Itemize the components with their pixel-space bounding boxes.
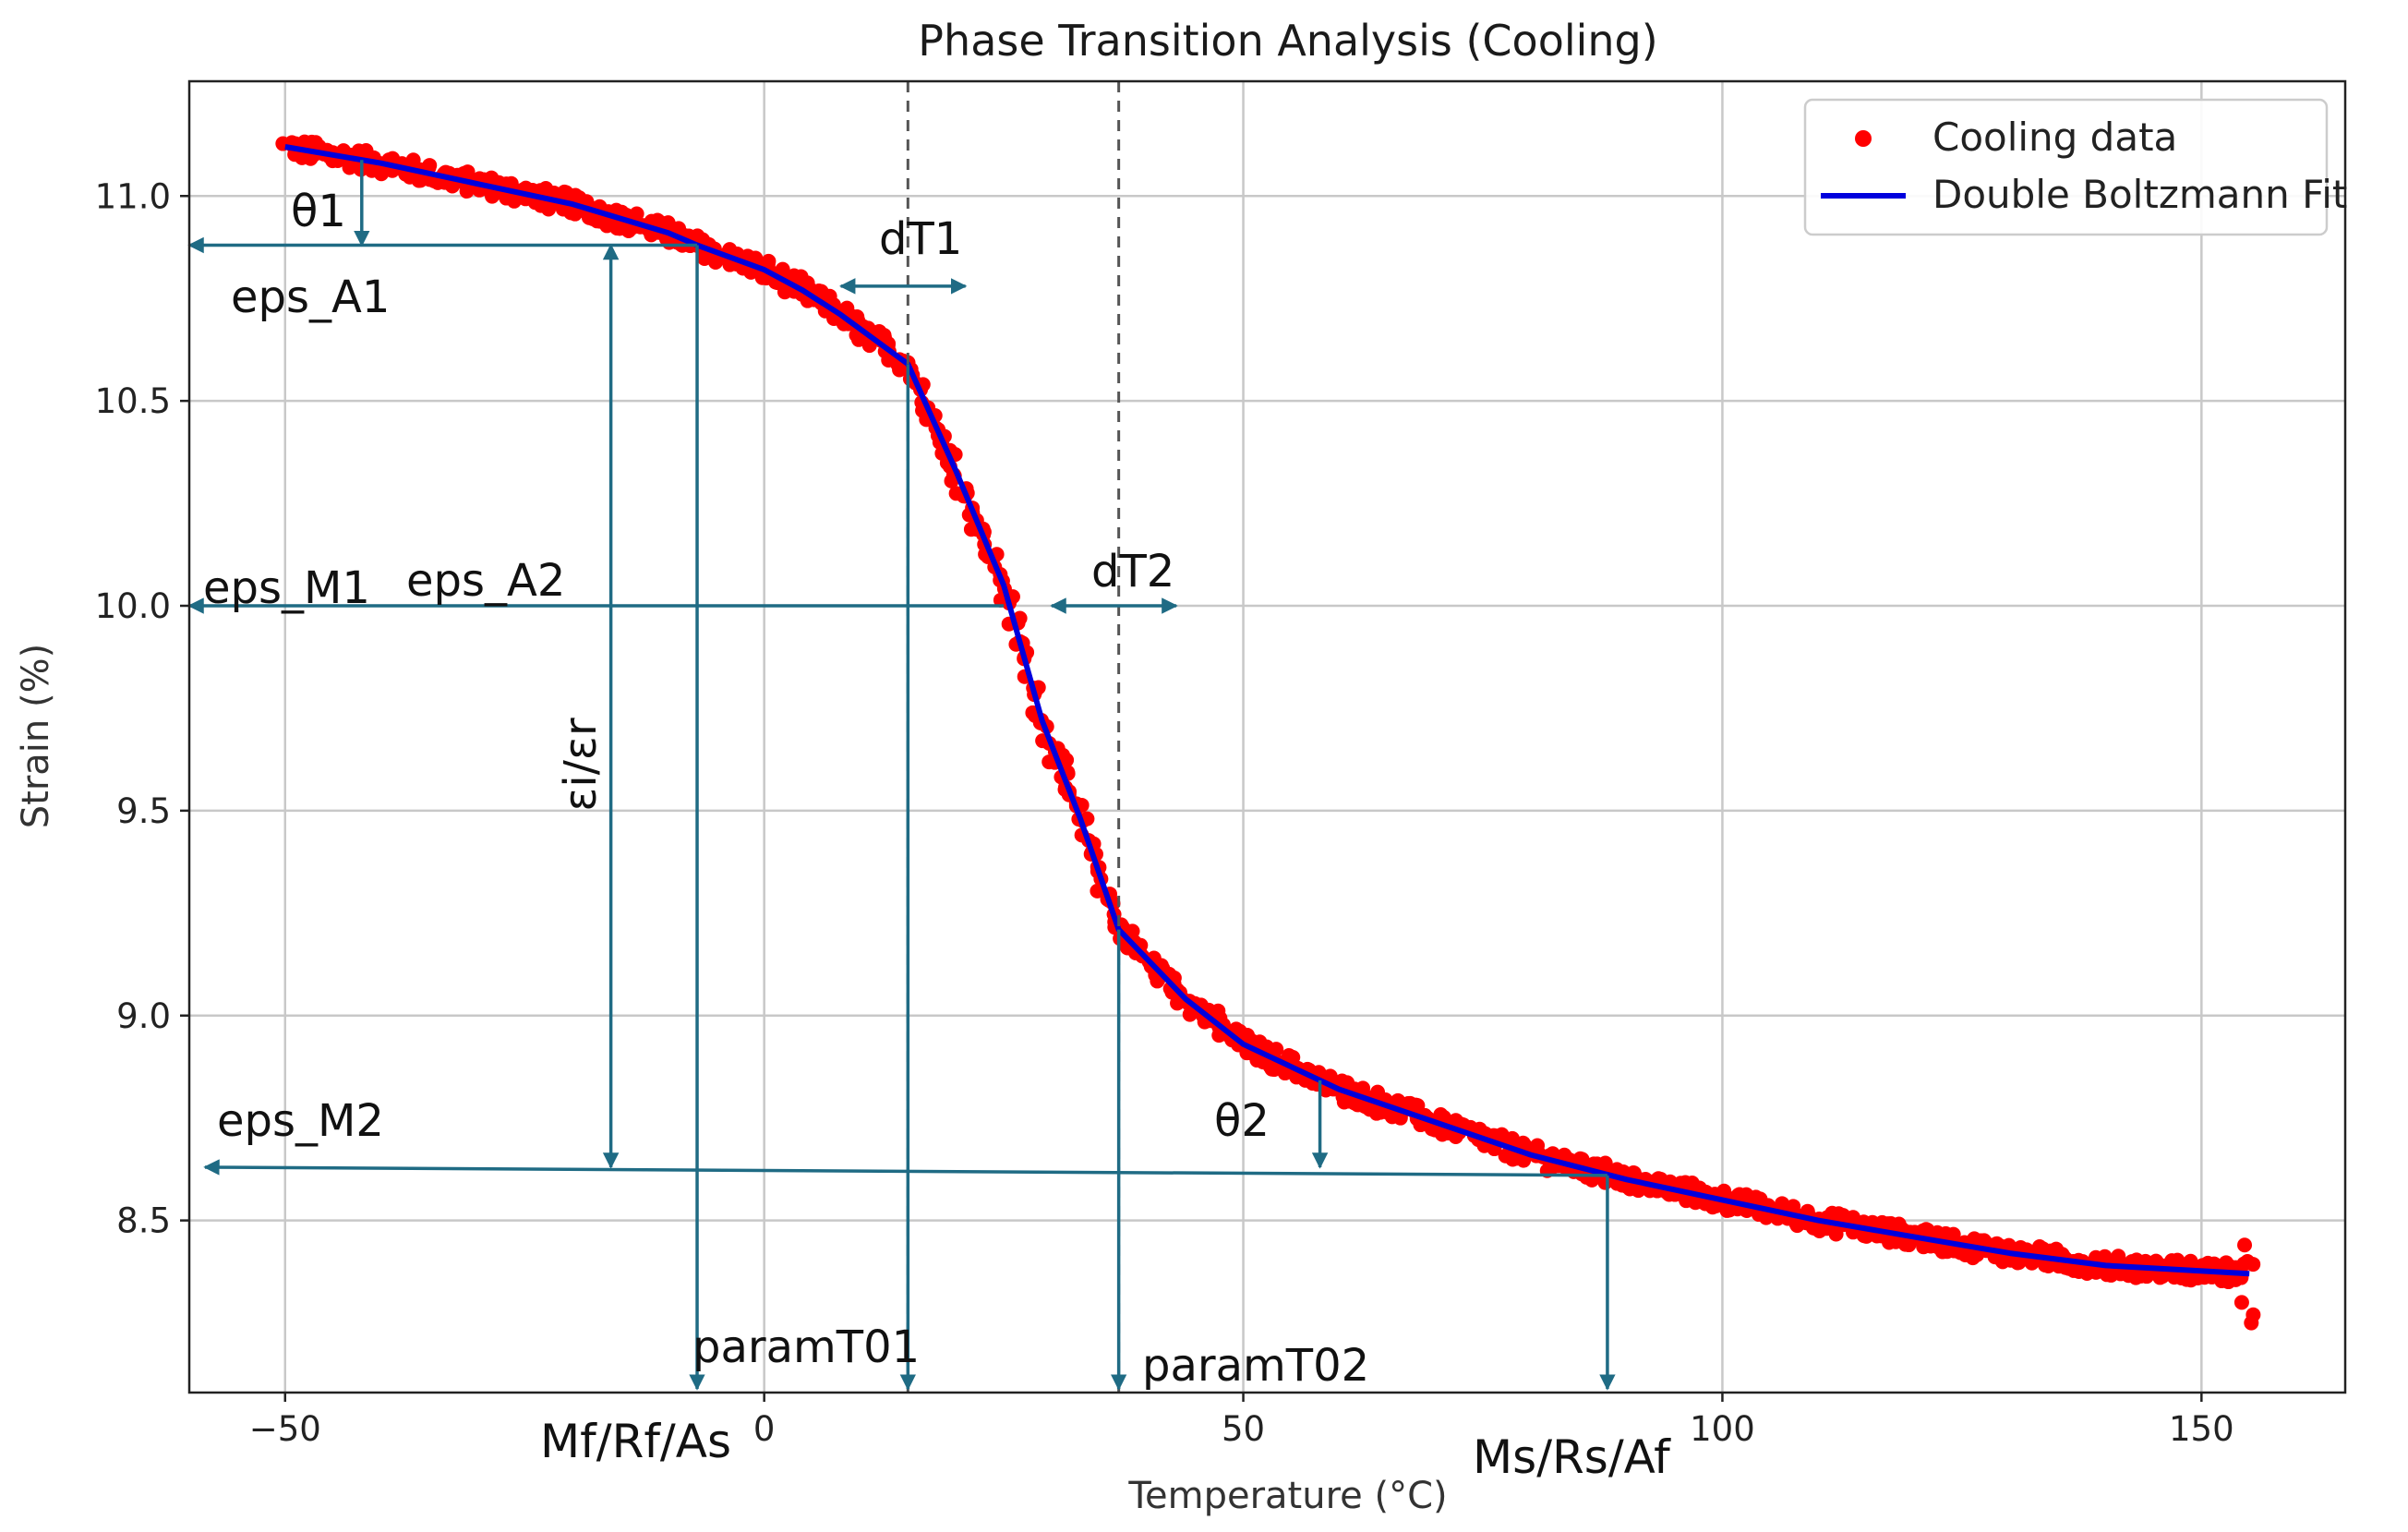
dt1-label: dT1 [879,213,962,265]
chart-title: Phase Transition Analysis (Cooling) [918,16,1657,66]
data-point [1150,973,1165,989]
data-point [422,158,438,174]
eps-m2-label: eps_M2 [217,1095,384,1147]
eps-a2-label: eps_A2 [406,555,565,607]
param-t01-label: paramT01 [692,1321,920,1373]
data-point [2240,1254,2256,1269]
eps-a1-label: eps_A1 [231,271,390,323]
data-point [1090,883,1105,899]
y-tick-label: 10.5 [95,381,171,421]
data-point [1059,753,1075,768]
plot-background [189,81,2345,1393]
legend-box [1803,98,2329,236]
x-tick-label: 0 [753,1409,776,1449]
dt2-label: dT2 [1091,546,1174,597]
legend-cooling-data: Cooling data [1932,115,2177,160]
data-point [2183,1253,2198,1269]
eps-m2-arrow [203,1159,1607,1177]
x-tick-label: 100 [1690,1409,1755,1449]
y-tick-label: 9.0 [116,996,171,1036]
theta2-label: θ2 [1214,1095,1270,1147]
double-boltzmann-fit-line [284,144,2250,1277]
x-tick-label: −50 [249,1409,321,1449]
y-tick-label: 11.0 [95,176,171,216]
x-tick-label: 150 [2169,1409,2234,1449]
data-point [2237,1237,2253,1253]
data-point [707,255,723,271]
y-axis-label: Strain (%) [15,644,57,828]
data-point [2245,1307,2261,1322]
eps-ratio-label: εi/εr [555,718,607,811]
y-tick-label: 10.0 [95,586,171,626]
data-point [2001,1237,2017,1253]
eps-m1-label: eps_M1 [203,562,370,614]
data-point [1435,1127,1451,1142]
legend-fit-line: Double Boltzmann Fit [1932,172,2347,217]
data-point [2152,1270,2168,1285]
data-point [1945,1226,1961,1242]
data-point [458,165,474,181]
legend-scatter-marker [1855,130,1872,147]
annotation-arrows [187,160,1616,1391]
data-point [1574,1152,1590,1167]
param-t02-label: paramT02 [1142,1340,1369,1392]
plot-frame [187,79,2347,1394]
theta1-label: θ1 [291,186,346,237]
data-point [2171,1254,2186,1270]
legend: Cooling data Double Boltzmann Fit [1803,98,2347,236]
data-point [2233,1295,2249,1310]
fit-line-group [284,144,2250,1277]
x-axis-label: Temperature (°C) [1127,1475,1447,1517]
y-tick-label: 9.5 [116,791,171,831]
x-tick-label: 50 [1222,1409,1265,1449]
y-tick-label: 8.5 [116,1201,171,1241]
mf-rf-as-label: Mf/Rf/As [540,1415,731,1468]
axis-ticks: −50 0 50 100 150 8.5 9.0 9.5 10.0 10.5 11.0 [95,176,2234,1449]
ms-rs-af-label: Ms/Rs/Af [1473,1430,1671,1484]
data-point [1732,1188,1748,1203]
